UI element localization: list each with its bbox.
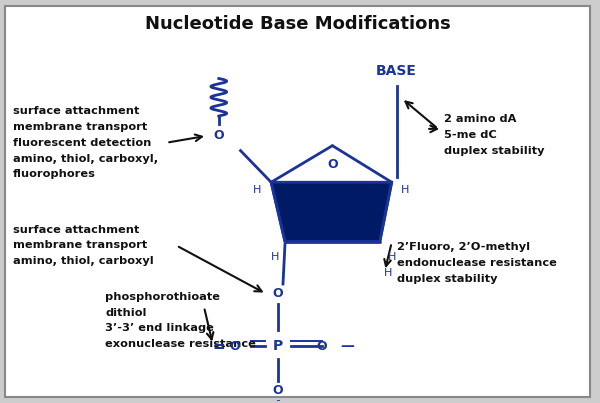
Text: duplex stability: duplex stability	[444, 145, 545, 156]
Polygon shape	[271, 182, 392, 241]
Text: membrane transport: membrane transport	[13, 122, 148, 132]
Text: fluorescent detection: fluorescent detection	[13, 138, 152, 148]
Text: surface attachment: surface attachment	[13, 106, 140, 116]
Text: H: H	[253, 185, 262, 195]
Text: duplex stability: duplex stability	[397, 274, 497, 284]
Text: fluorophores: fluorophores	[13, 169, 96, 179]
Text: 3’-3’ end linkage: 3’-3’ end linkage	[105, 324, 214, 333]
Text: Nucleotide Base Modifications: Nucleotide Base Modifications	[145, 15, 451, 33]
Text: O: O	[327, 158, 338, 171]
Text: 2 amino dA: 2 amino dA	[444, 114, 517, 124]
Text: O: O	[229, 340, 240, 353]
Text: H: H	[271, 252, 279, 262]
Text: phosphorothioate: phosphorothioate	[105, 292, 220, 302]
Text: =: =	[212, 339, 225, 354]
FancyBboxPatch shape	[5, 6, 590, 397]
Text: 2’Fluoro, 2’O-methyl: 2’Fluoro, 2’O-methyl	[397, 243, 530, 252]
Text: O: O	[273, 384, 283, 397]
Text: 5-me dC: 5-me dC	[444, 130, 497, 140]
Text: H: H	[388, 252, 396, 262]
Text: H: H	[401, 185, 410, 195]
Text: surface attachment: surface attachment	[13, 224, 140, 235]
Text: BASE: BASE	[376, 64, 417, 79]
Text: membrane transport: membrane transport	[13, 241, 148, 251]
Text: exonuclease resistance: exonuclease resistance	[105, 339, 256, 349]
Text: amino, thiol, carboxyl: amino, thiol, carboxyl	[13, 256, 154, 266]
Text: H: H	[383, 268, 392, 278]
Text: O: O	[316, 340, 327, 353]
Text: amino, thiol, carboxyl,: amino, thiol, carboxyl,	[13, 154, 158, 164]
Text: P: P	[273, 339, 283, 353]
Text: O: O	[273, 287, 283, 300]
Text: endonuclease resistance: endonuclease resistance	[397, 258, 556, 268]
Text: O: O	[214, 129, 224, 142]
Text: dithiol: dithiol	[105, 307, 146, 318]
Text: —: —	[340, 339, 354, 353]
